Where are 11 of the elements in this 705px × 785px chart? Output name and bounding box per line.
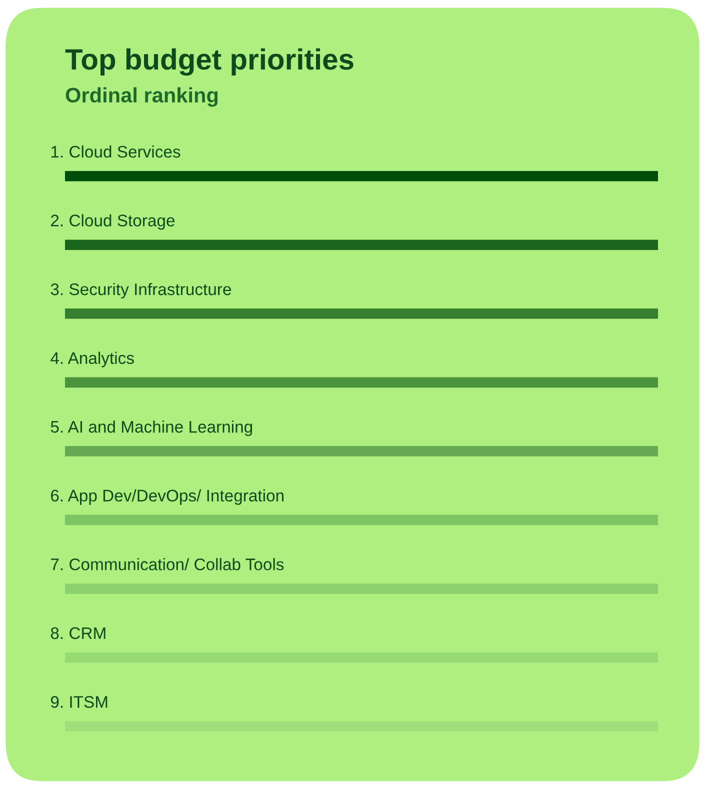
y-tick-label: 2. Cloud Storage xyxy=(51,214,175,230)
y-tick-label: 4. Analytics xyxy=(50,352,134,368)
y-tick-label: 8. CRM xyxy=(50,627,106,640)
y-tick-label: 1. Cloud Services xyxy=(51,145,180,158)
chart-title: Top budget priorities xyxy=(65,48,354,76)
y-tick-label: 7. Communication/ Collab Tools xyxy=(51,558,284,570)
chart-subtitle: Ordinal ranking xyxy=(66,87,218,107)
y-tick-label: 9. ITSM xyxy=(50,696,108,708)
y-tick-label: 5. AI and Machine Learning xyxy=(50,420,252,436)
y-tick-label: 3. Security Infrastructure xyxy=(50,282,231,299)
y-tick-label: 6. App Dev/DevOps/ Integration xyxy=(51,489,284,505)
